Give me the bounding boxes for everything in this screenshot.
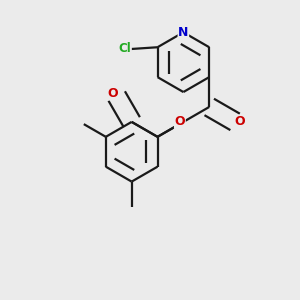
Text: Cl: Cl bbox=[118, 43, 131, 56]
Text: O: O bbox=[234, 116, 244, 128]
Text: O: O bbox=[107, 87, 118, 100]
Text: O: O bbox=[175, 116, 185, 128]
Text: N: N bbox=[178, 26, 189, 39]
